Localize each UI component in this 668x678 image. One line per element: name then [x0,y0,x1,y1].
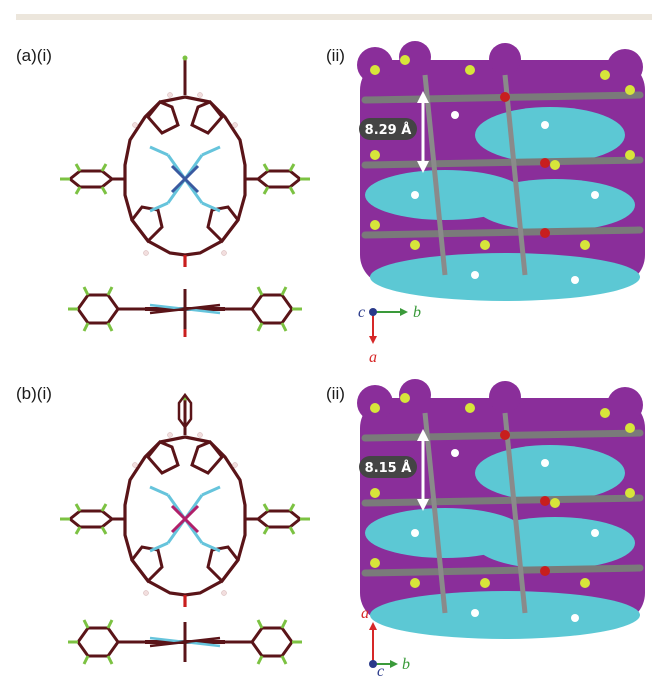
axis-label-a-b: a [361,605,369,622]
molecule-a-i [58,53,312,337]
distance-label-a: 8.29 Å [365,122,412,138]
panel-label-a-ii: (ii) [326,46,345,65]
axis-triad-b: a b c [361,605,410,678]
molecule-b-i [58,392,312,665]
axis-label-c-a: c [358,304,365,321]
axis-label-c-b: c [377,663,384,678]
packing-a-ii [357,41,645,301]
distance-text-b: 8.15 Å [365,460,412,476]
axis-label-b-b: b [402,656,410,673]
panel-label-b-ii: (ii) [326,384,345,403]
panel-label-b-i: (b)(i) [16,384,52,403]
header-rule [16,14,652,20]
axis-triad-a: c b a [358,304,421,366]
panel-label-a-i: (a)(i) [16,46,52,65]
axis-label-b-a: b [413,304,421,321]
packing-b-ii: 8.15 Å [355,383,650,643]
distance-text-a: 8.29 Å [365,122,412,138]
axis-label-a-a: a [369,349,377,366]
